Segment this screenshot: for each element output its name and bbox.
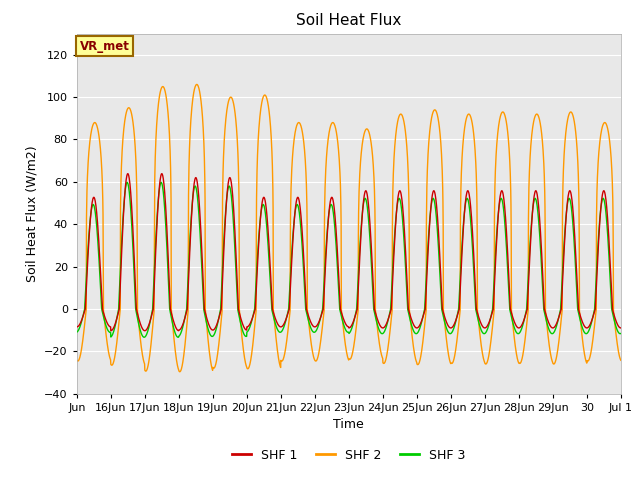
X-axis label: Time: Time <box>333 418 364 431</box>
Title: Soil Heat Flux: Soil Heat Flux <box>296 13 401 28</box>
Text: VR_met: VR_met <box>79 40 129 53</box>
Legend: SHF 1, SHF 2, SHF 3: SHF 1, SHF 2, SHF 3 <box>227 444 470 467</box>
Y-axis label: Soil Heat Flux (W/m2): Soil Heat Flux (W/m2) <box>26 145 38 282</box>
